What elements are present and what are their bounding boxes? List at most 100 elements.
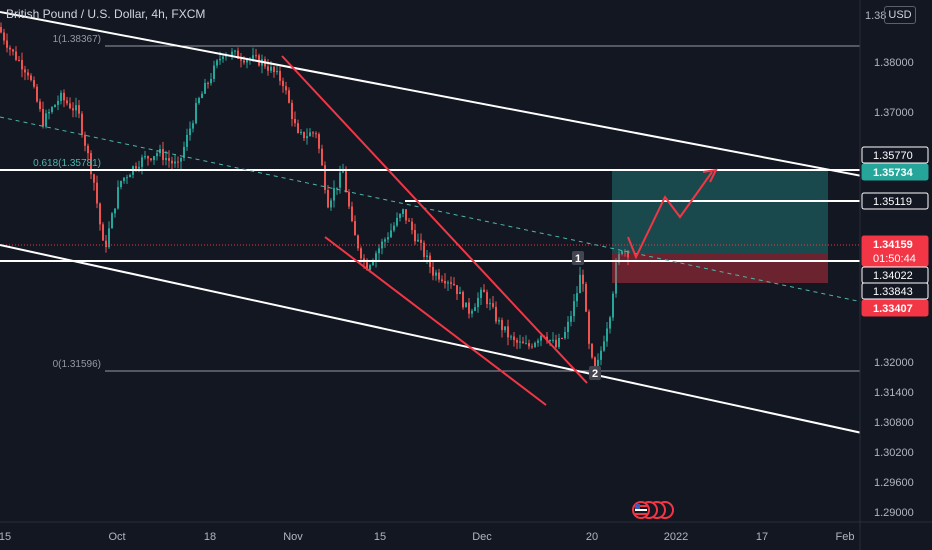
candle-body: [267, 66, 269, 71]
candle-body: [615, 262, 617, 294]
time-tick-label: 17: [756, 531, 768, 543]
candle-body: [93, 174, 95, 183]
price-tag: [861, 146, 929, 164]
candle-body: [483, 289, 485, 293]
price-tags: 1.35770 1.35734 1.35119 1.34159 01:50:44 1.34…: [861, 146, 929, 317]
candle-body: [420, 239, 422, 243]
candle-body: [363, 258, 365, 262]
candle-body: [324, 165, 326, 190]
candle-body: [336, 187, 338, 189]
price-tag-value: 1.33843: [873, 286, 913, 298]
candle-body: [627, 251, 629, 258]
price-tick-label: 1.30200: [874, 447, 914, 459]
event-flags[interactable]: [632, 501, 674, 519]
price-tick-label: 1.31400: [874, 387, 914, 399]
candle-body: [339, 172, 341, 188]
candle-body: [585, 283, 587, 312]
flag-stripe: [635, 505, 647, 507]
price-tick-label: 1.37000: [874, 107, 914, 119]
time-axis[interactable]: 15 Oct 18 Nov 15 Dec 20 2022 17 Feb: [0, 531, 854, 543]
candle-body: [81, 113, 83, 135]
candle-body: [39, 101, 41, 109]
price-tag-value: 1.35770: [873, 150, 913, 162]
time-tick-label: 20: [586, 531, 598, 543]
candle-body: [186, 134, 188, 147]
position-profit-zone[interactable]: [612, 170, 828, 254]
candle-body: [435, 272, 437, 276]
candle-body: [498, 320, 500, 322]
candle-body: [612, 293, 614, 318]
projection-path[interactable]: [627, 171, 713, 260]
candle-body: [351, 206, 353, 222]
currency-button[interactable]: USD: [884, 6, 916, 24]
flag-stripe: [635, 513, 647, 515]
candle-body: [354, 221, 356, 236]
candle-body: [147, 156, 149, 159]
candle-body: [357, 235, 359, 249]
candle-body: [300, 131, 302, 133]
candle-body: [216, 60, 218, 66]
candle-body: [576, 293, 578, 302]
candle-body: [246, 59, 248, 63]
candle-body: [9, 47, 11, 50]
channel-midline[interactable]: [0, 116, 862, 303]
candle-body: [12, 49, 14, 52]
candle-body: [318, 134, 320, 149]
candle-body: [57, 100, 59, 105]
candle-body: [624, 251, 626, 253]
position-loss-zone[interactable]: [612, 254, 828, 283]
candle-body: [90, 153, 92, 175]
time-tick-label: Feb: [836, 531, 855, 543]
symbol-title[interactable]: British Pound / U.S. Dollar, 4h, FXCM: [6, 7, 206, 21]
candle-body: [6, 40, 8, 48]
candle-body: [117, 187, 119, 209]
candle-body: [45, 113, 47, 127]
candle-body: [465, 302, 467, 308]
candle-body: [105, 240, 107, 248]
price-axis[interactable]: 1.38 1.38000 1.37000 1.32000 1.31400 1.30800 1…: [865, 10, 914, 519]
candle-body: [513, 336, 515, 341]
candle-body: [63, 92, 65, 101]
channel-lower-line[interactable]: [0, 244, 862, 434]
candle-body: [222, 56, 224, 59]
candle-body: [561, 337, 563, 339]
candle-body: [606, 328, 608, 342]
candle-body: [456, 285, 458, 295]
point-marker[interactable]: [589, 366, 601, 380]
channel-upper-line[interactable]: [0, 11, 862, 177]
wedge-lower-line[interactable]: [324, 236, 547, 406]
projection-arrowhead: [702, 168, 718, 183]
price-tag-value: 1.34159: [873, 239, 913, 251]
candle-body: [327, 189, 329, 208]
candle-body: [108, 228, 110, 248]
point-marker[interactable]: [572, 251, 584, 265]
flag-stripe: [635, 509, 647, 511]
wedge-upper-line[interactable]: [281, 55, 588, 384]
price-tag-value: 1.33407: [873, 303, 913, 315]
candle-body: [213, 65, 215, 79]
candle-body: [501, 320, 503, 331]
point-marker-label: 1: [575, 253, 581, 265]
candle-body: [3, 32, 5, 41]
candle-body: [450, 282, 452, 284]
candle-body: [552, 339, 554, 341]
candle-body: [288, 90, 290, 103]
candle-body: [165, 158, 167, 160]
candle-body: [474, 307, 476, 311]
candle-body: [225, 55, 227, 57]
candle-body: [207, 82, 209, 84]
candle-body: [30, 75, 32, 81]
candle-body: [174, 161, 176, 164]
candle-body: [333, 188, 335, 201]
price-tag: [861, 282, 929, 300]
candle-body: [27, 72, 29, 76]
price-tag: [861, 235, 929, 267]
candle-body: [492, 303, 494, 307]
candle-body: [18, 59, 20, 61]
candle-body: [573, 301, 575, 317]
price-tick-label: 1.29600: [874, 477, 914, 489]
candle-body: [507, 326, 509, 338]
price-tag: [861, 299, 929, 317]
candle-body: [198, 98, 200, 104]
